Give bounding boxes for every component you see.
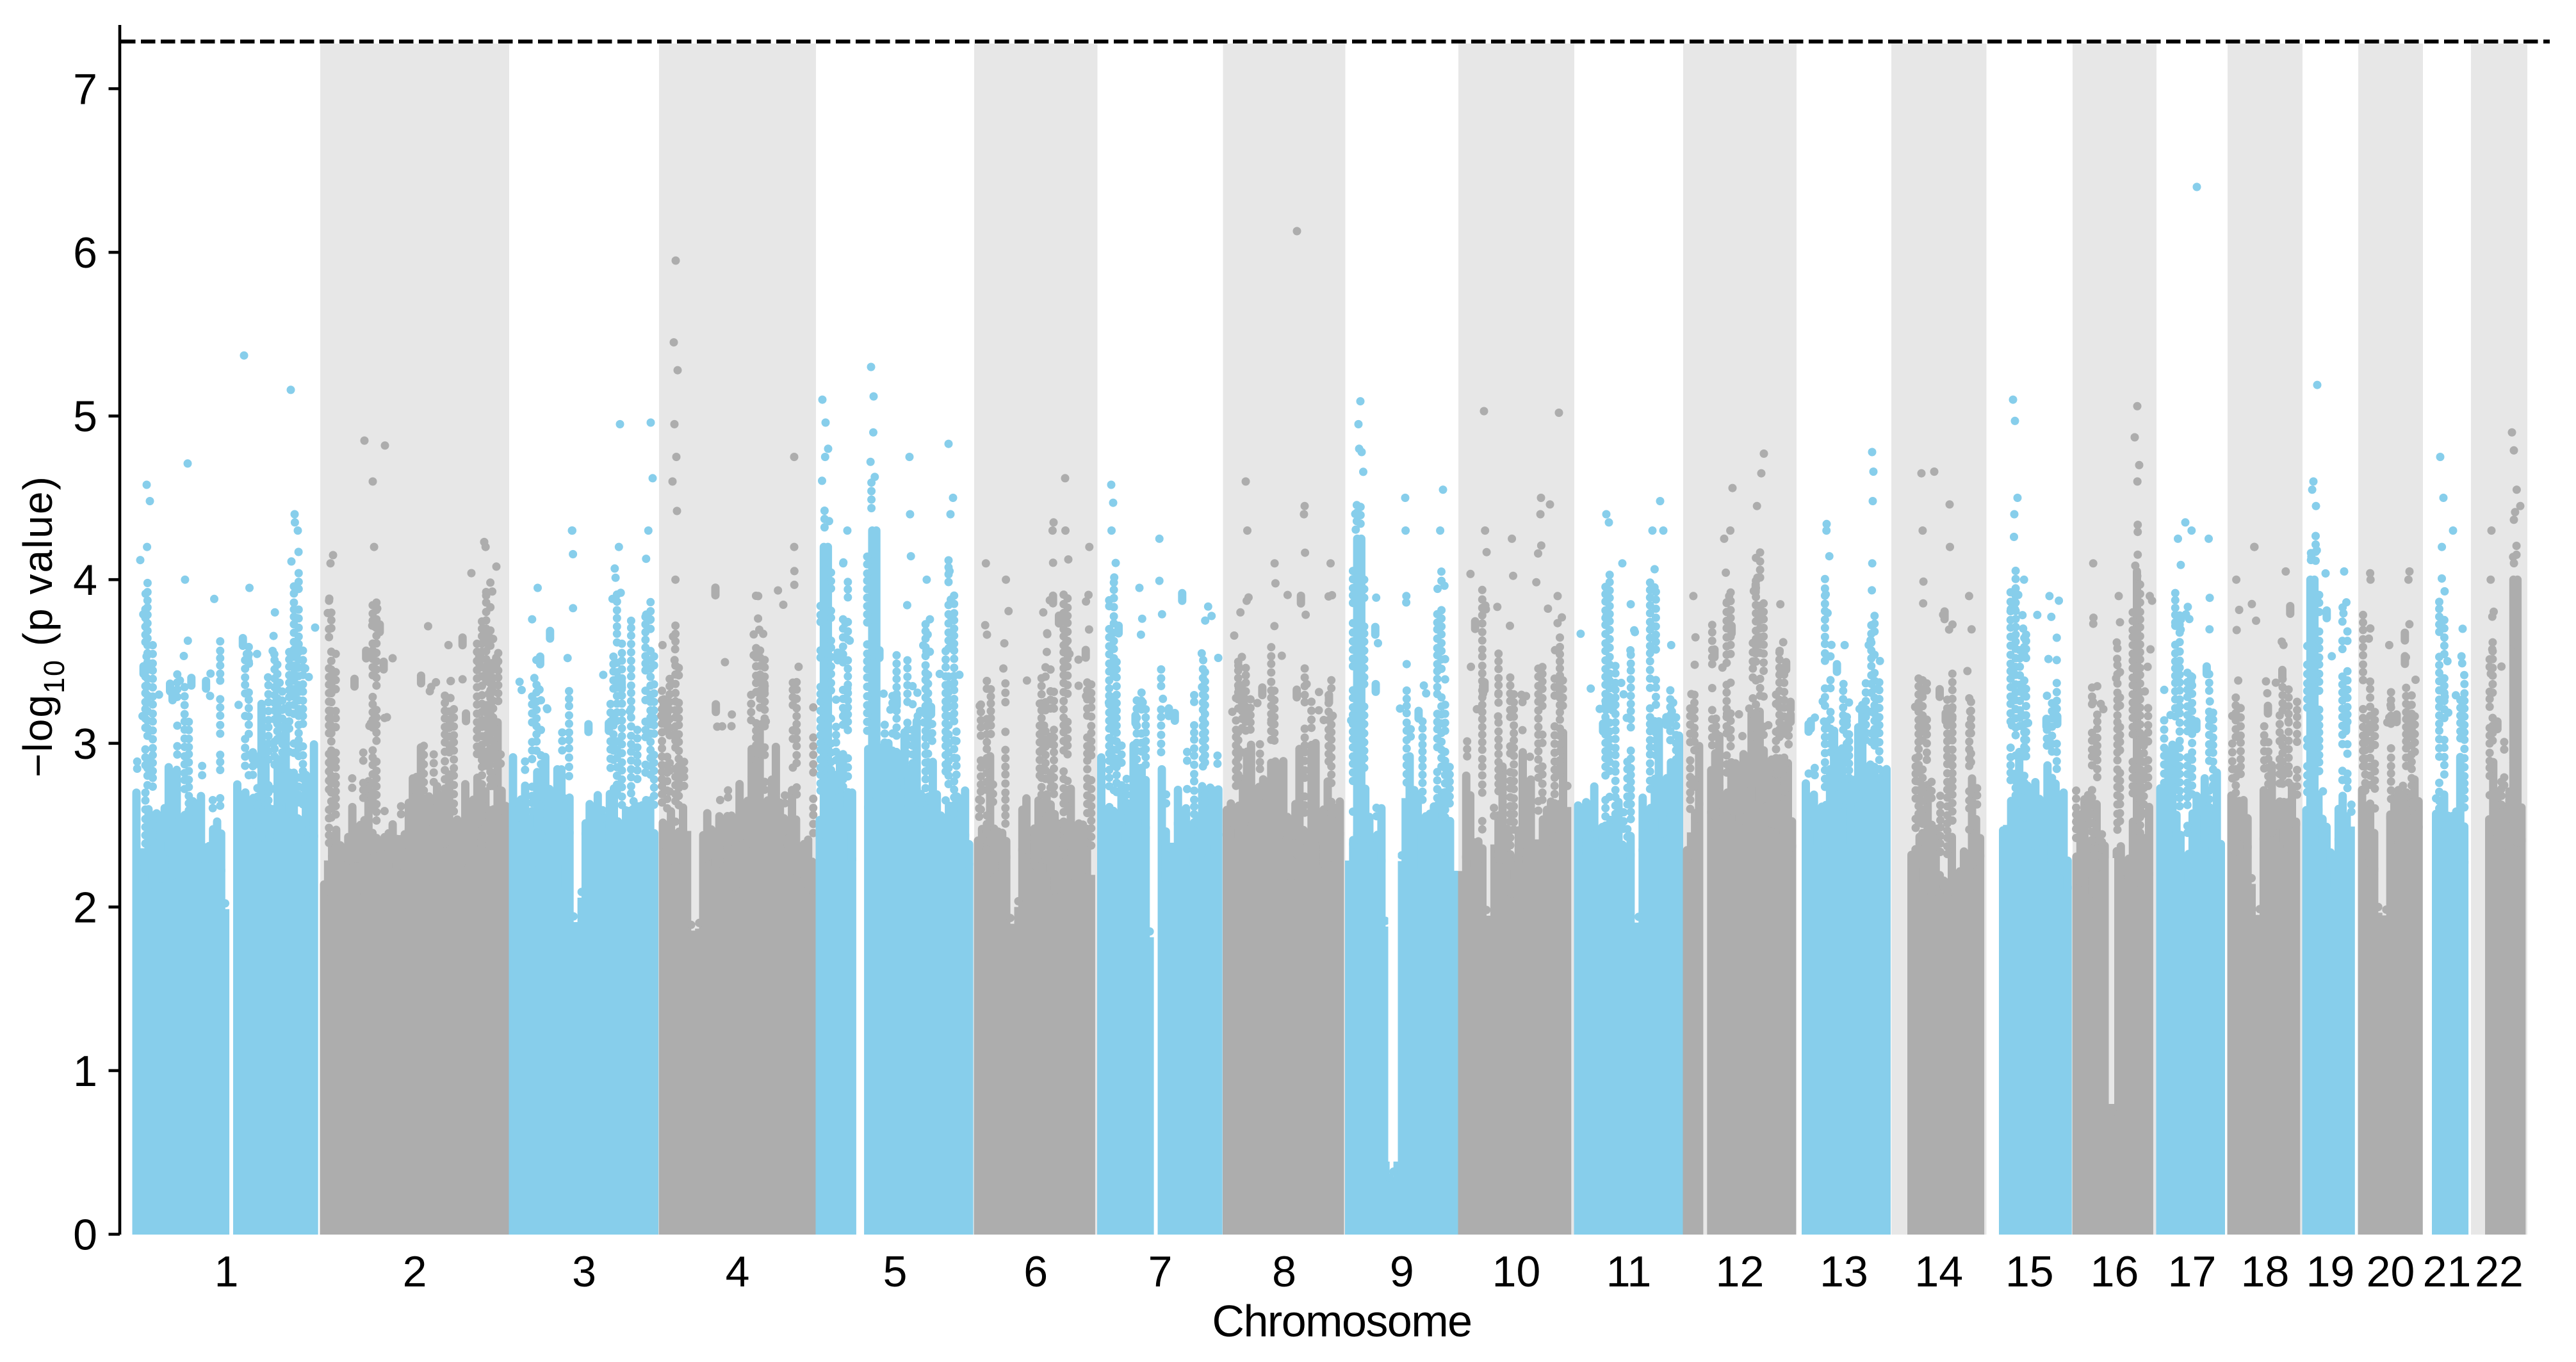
svg-text:12: 12 bbox=[1716, 1247, 1765, 1296]
svg-text:18: 18 bbox=[2241, 1247, 2290, 1296]
svg-text:Chromosome: Chromosome bbox=[1212, 1296, 1471, 1346]
svg-text:19: 19 bbox=[2306, 1247, 2355, 1296]
svg-text:5: 5 bbox=[73, 393, 97, 441]
svg-text:17: 17 bbox=[2168, 1247, 2217, 1296]
svg-text:3: 3 bbox=[73, 720, 97, 768]
svg-text:7: 7 bbox=[73, 65, 97, 114]
svg-text:8: 8 bbox=[1272, 1247, 1296, 1296]
svg-text:0: 0 bbox=[73, 1211, 97, 1260]
svg-text:4: 4 bbox=[73, 556, 97, 604]
svg-text:10: 10 bbox=[1492, 1247, 1541, 1296]
svg-text:1: 1 bbox=[73, 1047, 97, 1096]
svg-text:3: 3 bbox=[572, 1247, 596, 1296]
svg-text:6: 6 bbox=[1023, 1247, 1048, 1296]
svg-text:11: 11 bbox=[1606, 1247, 1652, 1296]
svg-text:2: 2 bbox=[403, 1247, 427, 1296]
svg-text:15: 15 bbox=[2005, 1247, 2054, 1296]
svg-text:13: 13 bbox=[1820, 1247, 1868, 1296]
svg-text:4: 4 bbox=[726, 1247, 750, 1296]
svg-text:21: 21 bbox=[2423, 1247, 2472, 1296]
svg-text:14: 14 bbox=[1914, 1247, 1963, 1296]
svg-text:2: 2 bbox=[73, 883, 97, 932]
svg-text:7: 7 bbox=[1148, 1247, 1173, 1296]
svg-text:5: 5 bbox=[883, 1247, 908, 1296]
svg-text:20: 20 bbox=[2367, 1247, 2415, 1296]
svg-text:6: 6 bbox=[73, 229, 97, 277]
svg-text:1: 1 bbox=[215, 1247, 239, 1296]
svg-text:9: 9 bbox=[1390, 1247, 1414, 1296]
svg-text:22: 22 bbox=[2475, 1247, 2523, 1296]
svg-text:16: 16 bbox=[2091, 1247, 2139, 1296]
